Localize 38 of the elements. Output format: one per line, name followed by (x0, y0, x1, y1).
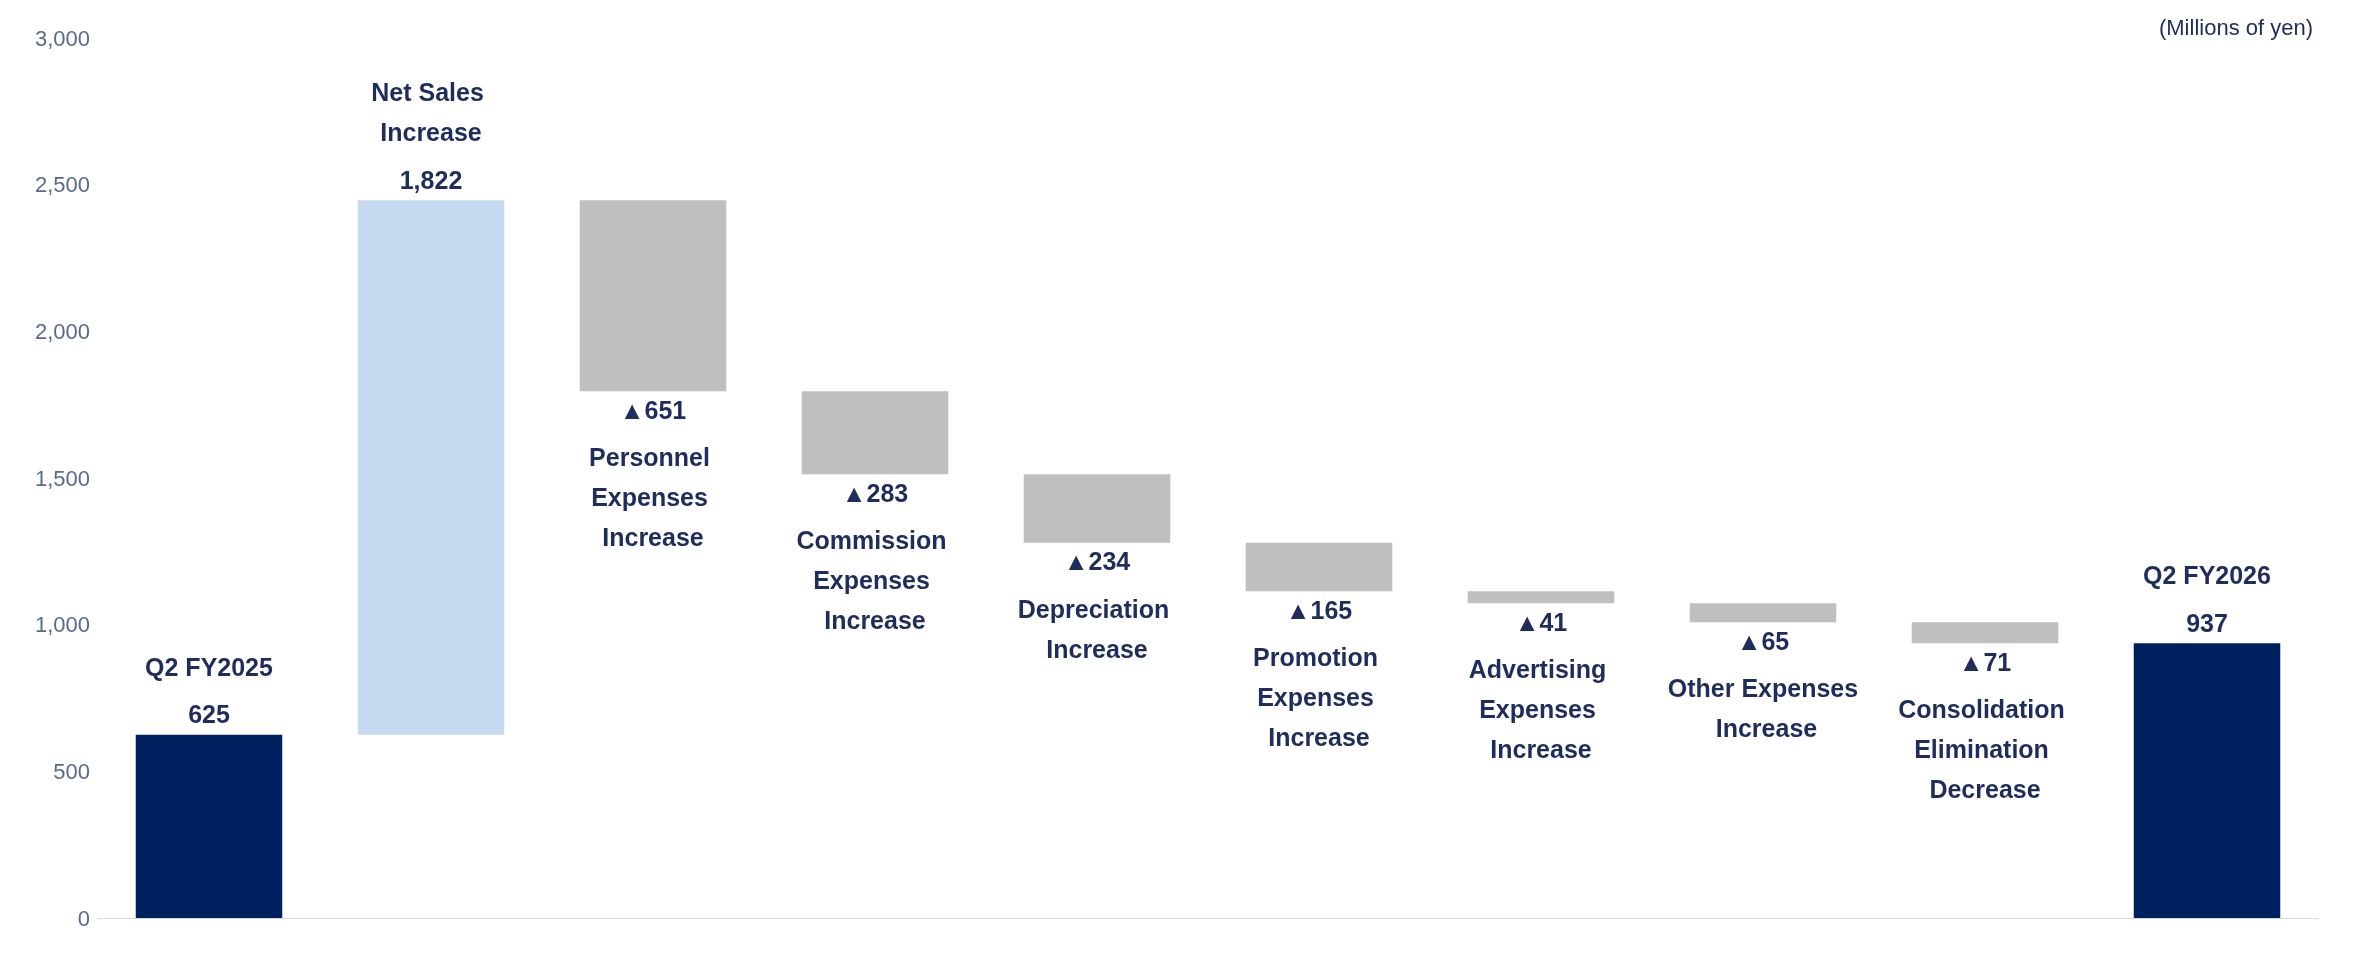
bar (1023, 474, 1171, 543)
data-label: ▲65 (1736, 626, 1790, 655)
data-label: ▲283 (841, 478, 909, 507)
data-label: ▲651 (619, 395, 687, 424)
y-tick-label: 3,000 (34, 25, 90, 51)
bar (1689, 603, 1837, 623)
y-tick-label: 1,500 (34, 465, 90, 491)
x-tick-label: Consolidation Elimination Decrease (1898, 695, 2072, 804)
x-tick-label: Promotion Expenses Increase (1253, 643, 1385, 752)
bar (1245, 542, 1393, 592)
x-tick-label: Q2 FY2025 (145, 652, 274, 681)
y-tick-label: 1,000 (34, 612, 90, 638)
y-axis-title: (Millions of yen) (2158, 14, 2313, 40)
data-label: ▲71 (1958, 647, 2012, 676)
bar (2133, 643, 2281, 918)
data-label: 625 (188, 700, 230, 729)
x-tick-label: Commission Expenses Increase (796, 526, 954, 635)
bar (801, 391, 949, 475)
x-tick-label: Depreciation Increase (1017, 594, 1177, 663)
data-label: ▲234 (1063, 547, 1131, 576)
bar (1911, 622, 2059, 644)
data-label: ▲41 (1514, 607, 1568, 636)
bar (579, 200, 727, 392)
x-tick-label: Q2 FY2026 (2143, 561, 2271, 590)
data-label: 1,822 (399, 165, 463, 194)
x-tick-label: Advertising Expenses Increase (1468, 655, 1614, 764)
y-tick-label: 2,000 (34, 318, 90, 344)
x-tick-label: Other Expenses Increase (1667, 674, 1859, 743)
bar (357, 200, 505, 735)
x-tick-label: Personnel Expenses Increase (589, 443, 717, 552)
y-tick-label: 500 (53, 758, 90, 784)
x-tick-label: Net Sales Increase (371, 78, 491, 147)
y-tick-label: 2,500 (34, 172, 90, 198)
y-tick-label: 0 (77, 905, 90, 931)
data-label: 937 (2186, 608, 2228, 637)
bar (1467, 591, 1615, 604)
data-label: ▲165 (1285, 595, 1353, 624)
bar (135, 734, 283, 918)
